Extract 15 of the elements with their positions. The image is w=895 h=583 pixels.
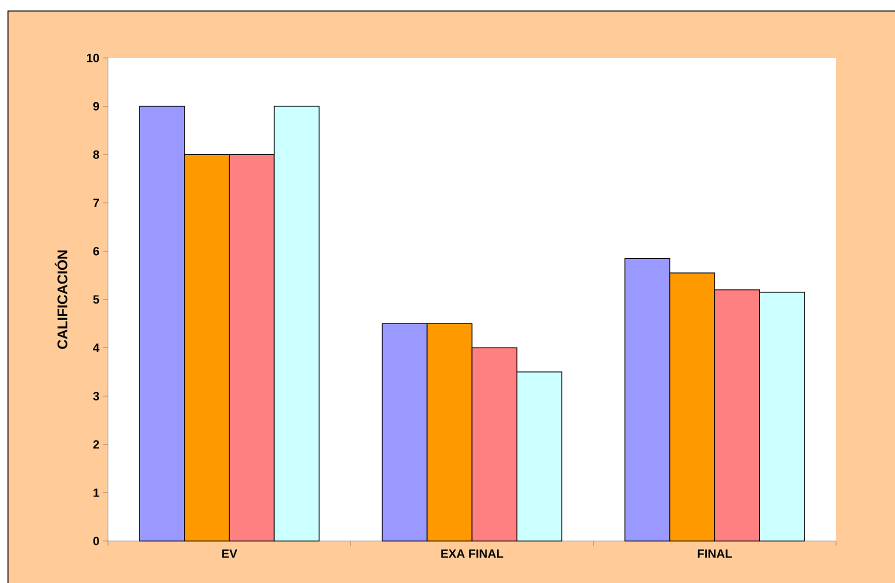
y-tick-label: 0 bbox=[93, 536, 99, 546]
y-tick-label: 9 bbox=[93, 102, 100, 111]
x-tick-label: EV bbox=[222, 550, 238, 558]
x-tick-label: EXA FINAL bbox=[441, 550, 504, 558]
y-axis-title: CALIFICACIÓN bbox=[54, 250, 68, 349]
y-tick-label: 7 bbox=[93, 198, 99, 207]
y-tick-label: 8 bbox=[93, 150, 100, 159]
y-tick-label: 10 bbox=[86, 54, 99, 62]
y-tick-label: 5 bbox=[93, 295, 100, 304]
y-tick-label: 3 bbox=[93, 392, 100, 400]
y-tick-label: 6 bbox=[93, 246, 100, 256]
y-tick-label: 2 bbox=[93, 440, 100, 449]
y-tick-label: 1 bbox=[94, 488, 100, 497]
y-tick-label: 4 bbox=[93, 344, 100, 352]
x-tick-label: FINAL bbox=[698, 550, 732, 558]
